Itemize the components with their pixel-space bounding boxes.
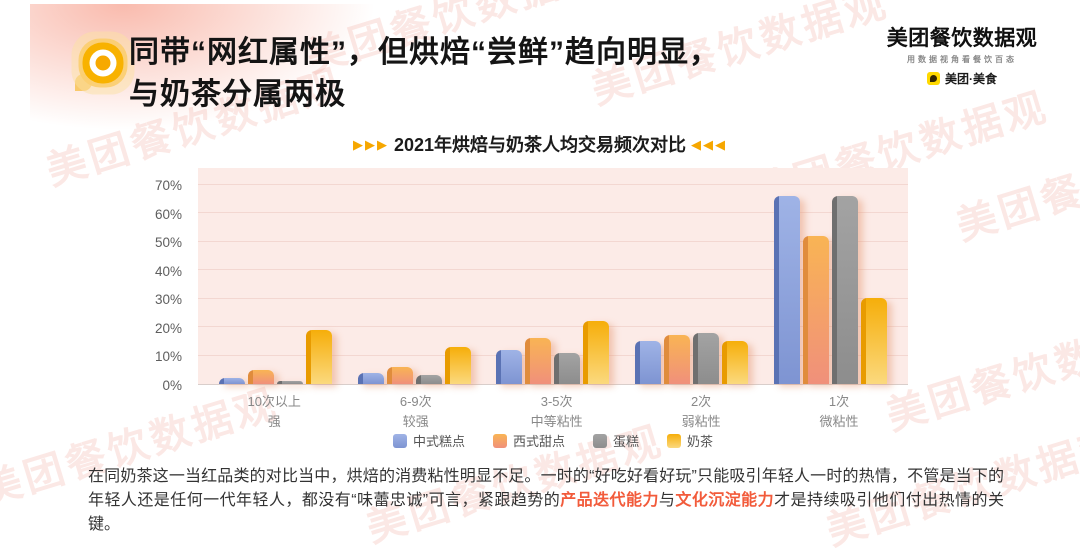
chart-legend: 中式糕点 西式甜点 蛋糕 奶茶 — [198, 431, 908, 450]
bullet-target-icon — [74, 34, 132, 92]
y-tick-label: 20% — [154, 320, 182, 336]
x-label-line2: 中等粘性 — [530, 414, 583, 429]
x-label-line2: 弱粘性 — [681, 414, 721, 429]
bar-cluster — [496, 321, 610, 384]
watermark-text: 美团餐饮数据观 — [951, 116, 1080, 249]
bar-cluster — [635, 332, 749, 384]
bar-奶茶 — [583, 321, 610, 384]
bar-中式糕点 — [635, 341, 662, 384]
legend-item: 蛋糕 — [593, 431, 639, 450]
icon-rings — [95, 55, 111, 71]
legend-label: 西式甜点 — [512, 434, 565, 449]
y-tick-label: 70% — [154, 178, 182, 194]
bar-蛋糕 — [554, 352, 581, 384]
bar-奶茶 — [861, 298, 888, 384]
bar-西式甜点 — [525, 338, 552, 384]
gridline — [198, 212, 908, 214]
bar-groups — [198, 168, 908, 384]
bar-cluster — [357, 346, 471, 384]
brand-name: 美团餐饮数据观 — [886, 27, 1038, 50]
x-label-line1: 3-5次 — [540, 394, 573, 409]
gridline — [198, 326, 908, 328]
bar-中式糕点 — [774, 195, 801, 384]
x-category-label: 10次以上强 — [247, 392, 300, 432]
triangle-arrows-right-icon: ◀◀◀ — [691, 137, 728, 152]
x-axis-labels: 10次以上强 6-9次较强 3-5次中等粘性 2次弱粘性 1次微粘性 — [198, 392, 908, 432]
plot-area — [198, 168, 908, 385]
gridline — [198, 297, 908, 299]
chart-title: 2021年烘焙与奶茶人均交易频次对比 — [393, 135, 687, 155]
sub-brand-text: 美团·美食 — [945, 72, 997, 86]
gridline — [198, 184, 908, 186]
x-label-line1: 1次 — [828, 394, 850, 409]
icon-tail — [75, 74, 92, 91]
highlight-text: 产品迭代能力 — [560, 492, 659, 509]
x-label-line2: 微粘性 — [819, 414, 859, 429]
brand-logo: 美团餐饮数据观 用数据视角看餐饮百态 美团·美食 — [870, 22, 1054, 87]
x-label-line1: 10次以上 — [247, 394, 301, 409]
x-label-line2: 较强 — [402, 414, 429, 429]
bar-西式甜点 — [247, 369, 274, 384]
y-tick-label: 40% — [154, 263, 182, 279]
bar-西式甜点 — [386, 366, 413, 384]
paragraph-text: 在同奶茶这一当红品类的对比当中，烘焙的消费粘性明显不足。一时的“好吃好看好玩”只… — [88, 468, 1004, 509]
chart-title-row: ▶▶▶ 2021年烘焙与奶茶人均交易频次对比 ◀◀◀ — [190, 131, 890, 157]
meituan-logo-icon — [927, 72, 940, 85]
bar-中式糕点 — [218, 378, 245, 384]
summary-paragraph: 在同奶茶这一当红品类的对比当中，烘焙的消费粘性明显不足。一时的“好吃好看好玩”只… — [88, 465, 1004, 537]
x-label-line1: 2次 — [690, 394, 712, 409]
bar-中式糕点 — [357, 372, 384, 384]
x-label-line2: 强 — [267, 414, 281, 429]
paragraph-text: 与 — [658, 492, 676, 509]
x-category-label: 2次弱粘性 — [682, 392, 721, 432]
legend-label: 蛋糕 — [613, 434, 640, 449]
bar-cluster — [218, 329, 332, 384]
gridline — [198, 240, 908, 242]
bar-奶茶 — [722, 341, 749, 384]
watermark-text: 美团餐饮数据观 — [881, 306, 1080, 439]
bar-中式糕点 — [496, 349, 523, 384]
legend-label: 奶茶 — [687, 434, 714, 449]
bar-蛋糕 — [832, 195, 859, 384]
bar-蛋糕 — [415, 375, 442, 384]
page-title: 同带“网红属性”，但烘焙“尝鲜”趋向明显， 与奶茶分属两极 — [129, 32, 720, 116]
x-category-label: 6-9次较强 — [400, 392, 432, 432]
highlight-text: 文化沉淀能力 — [675, 492, 775, 509]
page-title-line1: 同带“网红属性”，但烘焙“尝鲜”趋向明显， — [129, 36, 720, 69]
bar-西式甜点 — [664, 335, 691, 384]
page-title-line2: 与奶茶分属两极 — [129, 78, 346, 111]
paragraph-text: 才是持续吸引他们付出热情的关键。 — [88, 492, 1004, 533]
x-category-label: 1次微粘性 — [820, 392, 859, 432]
sub-brand-row: 美团·美食 — [870, 70, 1054, 87]
legend-swatch-icon — [492, 433, 507, 448]
brand-tagline: 用数据视角看餐饮百态 — [907, 55, 1017, 64]
bar-奶茶 — [444, 346, 471, 384]
bar-西式甜点 — [803, 235, 830, 384]
legend-item: 中式糕点 — [392, 431, 465, 450]
y-tick-label: 10% — [154, 349, 182, 365]
gridline — [198, 354, 908, 356]
triangle-arrows-left-icon: ▶▶▶ — [352, 137, 389, 152]
y-tick-label: 60% — [154, 206, 182, 222]
bar-蛋糕 — [276, 381, 303, 384]
y-tick-label: 30% — [154, 292, 182, 308]
legend-swatch-icon — [593, 433, 607, 448]
y-tick-label: 50% — [154, 235, 182, 251]
legend-swatch-icon — [392, 433, 407, 448]
y-axis: 70% 60% 50% 40% 30% 20% 10% 0% — [120, 168, 190, 393]
legend-item: 西式甜点 — [492, 431, 565, 450]
legend-item: 奶茶 — [667, 431, 713, 450]
legend-label: 中式糕点 — [412, 434, 465, 449]
x-label-line1: 6-9次 — [399, 394, 432, 409]
legend-swatch-icon — [667, 433, 682, 448]
bar-奶茶 — [305, 329, 332, 384]
bar-蛋糕 — [693, 332, 720, 384]
x-category-label: 3-5次中等粘性 — [531, 392, 583, 432]
y-tick-label: 0% — [162, 378, 182, 393]
bar-cluster — [774, 195, 888, 384]
gridline — [198, 269, 908, 271]
